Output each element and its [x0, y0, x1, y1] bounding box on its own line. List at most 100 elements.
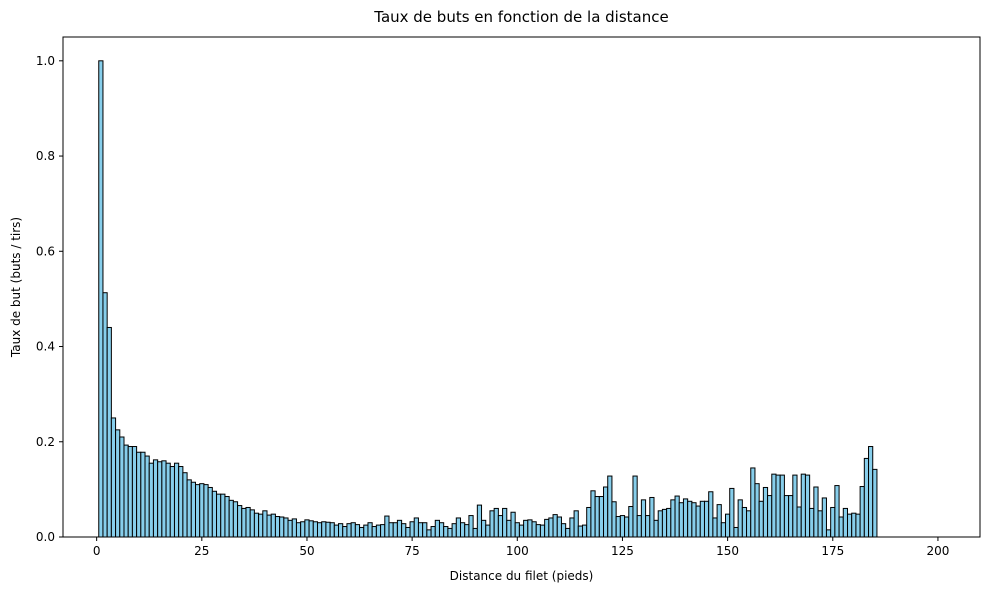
bar: [350, 522, 356, 538]
bar: [716, 504, 722, 538]
bar: [430, 526, 436, 538]
bar: [308, 520, 314, 538]
x-tick-label: 125: [611, 544, 634, 558]
bar: [131, 446, 138, 538]
bar: [691, 502, 697, 538]
bar: [207, 486, 213, 538]
bar: [775, 474, 781, 538]
bar: [392, 522, 398, 538]
bar: [872, 468, 878, 538]
bar: [821, 497, 827, 538]
bar: [342, 526, 348, 538]
bar: [384, 515, 390, 538]
bar: [447, 527, 453, 538]
y-tick-label: 0.4: [36, 340, 55, 354]
y-tick-label: 0.2: [36, 435, 55, 449]
bar: [346, 523, 352, 538]
bar: [518, 524, 525, 538]
bar: [190, 481, 197, 538]
x-tick-label: 200: [926, 544, 949, 558]
bar: [388, 522, 394, 538]
bar: [224, 496, 230, 538]
bar: [603, 486, 609, 538]
bar: [497, 515, 504, 538]
bar: [586, 506, 592, 538]
bar: [266, 514, 272, 538]
bar: [173, 462, 180, 538]
bar: [262, 510, 268, 538]
bar: [771, 473, 777, 538]
bar: [695, 505, 701, 538]
bar: [636, 515, 642, 538]
y-tick-label: 0.6: [36, 244, 55, 258]
bar: [295, 522, 302, 538]
bar: [460, 522, 466, 538]
y-axis-label: Taux de but (buts / tirs): [9, 217, 23, 358]
bar: [544, 518, 550, 538]
bar: [409, 521, 415, 538]
bar: [182, 472, 188, 538]
bar: [737, 499, 743, 538]
bar: [161, 460, 167, 538]
bar: [830, 506, 836, 538]
bar: [632, 475, 638, 538]
bar: [195, 484, 201, 538]
bar: [556, 516, 562, 538]
bar: [211, 490, 218, 538]
bar: [560, 523, 567, 538]
bar: [245, 506, 251, 538]
bar: [750, 467, 756, 538]
bar: [157, 461, 163, 538]
chart-title: Taux de buts en fonction de la distance: [373, 8, 668, 26]
bar: [531, 521, 537, 538]
x-tick-label: 50: [299, 544, 314, 558]
bar: [220, 493, 226, 538]
bar: [413, 517, 419, 538]
bar: [598, 496, 605, 538]
bar: [451, 523, 457, 538]
bar: [401, 523, 407, 538]
bar: [363, 524, 369, 538]
bar: [140, 451, 146, 538]
bar: [640, 499, 647, 538]
bar: [438, 522, 445, 538]
bar: [237, 505, 243, 538]
bar: [670, 499, 676, 538]
bar: [464, 524, 470, 538]
x-tick-label: 150: [716, 544, 739, 558]
bar: [687, 500, 693, 538]
bar: [300, 521, 306, 538]
bar: [165, 462, 171, 538]
bar: [270, 513, 276, 538]
bar: [792, 474, 798, 538]
bar: [199, 483, 205, 538]
bar: [539, 524, 546, 538]
bar: [863, 457, 870, 538]
bar: [754, 483, 760, 538]
bar: [325, 521, 331, 538]
bar: [258, 513, 264, 538]
bar: [708, 491, 714, 538]
bar: [417, 522, 424, 538]
bar: [359, 526, 365, 538]
x-tick-label: 75: [404, 544, 419, 558]
bar: [611, 501, 617, 538]
bar: [682, 498, 689, 538]
bar: [110, 417, 117, 538]
bar: [796, 506, 802, 538]
bar: [758, 500, 764, 538]
bar: [316, 522, 323, 538]
x-tick-label: 175: [821, 544, 844, 558]
bar: [312, 521, 318, 538]
bar: [657, 510, 663, 538]
bar: [178, 466, 184, 538]
bar: [510, 511, 516, 538]
bar: [367, 522, 373, 538]
bar: [535, 524, 541, 538]
y-tick-label: 0.8: [36, 149, 55, 163]
bar: [523, 519, 529, 538]
bar: [396, 519, 403, 538]
bar: [733, 526, 739, 538]
bar: [203, 484, 209, 538]
